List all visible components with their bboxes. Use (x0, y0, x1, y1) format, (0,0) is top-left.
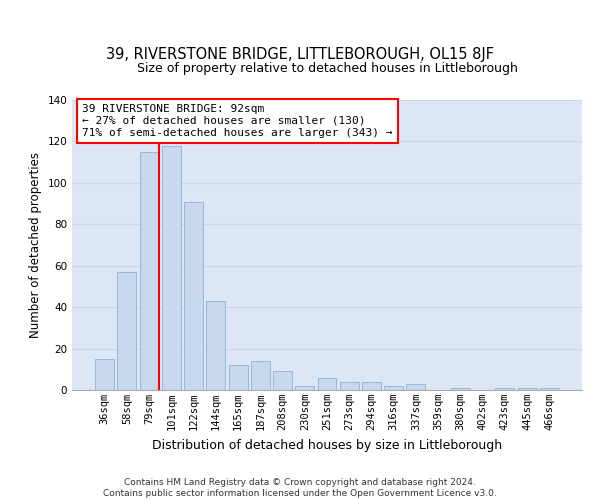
Bar (95, 359, 114, 390)
Bar (317, 378, 337, 390)
Bar (518, 388, 536, 390)
Bar (340, 382, 359, 390)
X-axis label: Distribution of detached houses by size in Littleborough: Distribution of detached houses by size … (152, 438, 502, 452)
Bar (251, 361, 270, 390)
Bar (384, 386, 403, 390)
Text: 39 RIVERSTONE BRIDGE: 92sqm
← 27% of detached houses are smaller (130)
71% of se: 39 RIVERSTONE BRIDGE: 92sqm ← 27% of det… (82, 104, 392, 138)
Title: Size of property relative to detached houses in Littleborough: Size of property relative to detached ho… (137, 62, 517, 75)
Bar (229, 365, 248, 390)
Bar (496, 388, 514, 390)
Bar (451, 388, 470, 390)
Bar (406, 384, 425, 390)
Text: 39, RIVERSTONE BRIDGE, LITTLEBOROUGH, OL15 8JF: 39, RIVERSTONE BRIDGE, LITTLEBOROUGH, OL… (106, 48, 494, 62)
Bar (140, 152, 158, 390)
Bar (295, 386, 314, 390)
Bar (362, 382, 381, 390)
Bar (206, 301, 225, 390)
Bar (273, 372, 292, 390)
Y-axis label: Number of detached properties: Number of detached properties (29, 152, 42, 338)
Bar (540, 388, 559, 390)
Bar (118, 272, 136, 390)
Text: Contains HM Land Registry data © Crown copyright and database right 2024.
Contai: Contains HM Land Registry data © Crown c… (103, 478, 497, 498)
Bar (162, 146, 181, 390)
Bar (184, 202, 203, 390)
